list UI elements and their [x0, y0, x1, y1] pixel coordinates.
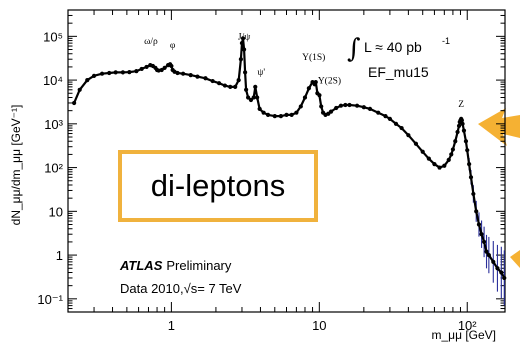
peak-annotations-layer: ω/ρ φ J/ψ ψ' Υ(1S) Υ(2S) Z	[144, 33, 464, 110]
luminosity-label: L ≈ 40 pb	[364, 39, 422, 55]
y-tick-label: 1	[56, 248, 63, 263]
peak-annotation: Z	[458, 100, 464, 110]
peak-annotation: ω/ρ	[144, 37, 158, 47]
experiment-label: ATLAS Preliminary	[119, 258, 232, 273]
di-leptons-callout: di-leptons	[118, 150, 318, 222]
y-tick-label: 10	[49, 204, 63, 219]
low-edge-arrow	[510, 250, 520, 268]
y-axis-title: dN_μμ/dm_μμ [GeV⁻¹]	[9, 105, 23, 226]
y-tick-label: 10³	[44, 117, 63, 132]
lumi-integral-sign: ∫	[347, 34, 361, 64]
y-tick-label: 10⁴	[43, 73, 63, 88]
x-tick-label: 1	[168, 318, 175, 333]
luminosity-exponent: -1	[442, 36, 450, 46]
data-points-layer	[72, 36, 507, 306]
x-tick-label: 10	[312, 318, 326, 333]
y-tick-label: 10⁻¹	[37, 292, 63, 307]
arrows-layer	[478, 108, 520, 268]
data-trace	[73, 37, 506, 279]
peak-annotation: Υ(2S)	[318, 75, 341, 86]
ticks-layer	[67, 9, 505, 313]
peak-annotation: J/ψ	[238, 33, 250, 43]
data-energy-label: Data 2010,√s= 7 TeV	[120, 281, 242, 296]
x-axis-title: m_μμ [GeV]	[431, 328, 496, 342]
peak-annotation: ψ'	[257, 68, 265, 78]
trigger-label: EF_mu15	[368, 64, 429, 80]
tick-labels-layer: 10⁻¹ 1 10 10² 10³ 10⁴ 10⁵ 1 10 10²	[37, 29, 477, 333]
y-tick-label: 10²	[44, 161, 63, 176]
peak-annotation: φ	[170, 41, 176, 51]
peak-annotation: Υ(1S)	[302, 52, 325, 63]
z-peak-arrow	[478, 108, 520, 146]
x-tick-label: 10²	[458, 318, 477, 333]
callout-text: di-leptons	[150, 168, 286, 203]
y-tick-label: 10⁵	[43, 29, 63, 44]
